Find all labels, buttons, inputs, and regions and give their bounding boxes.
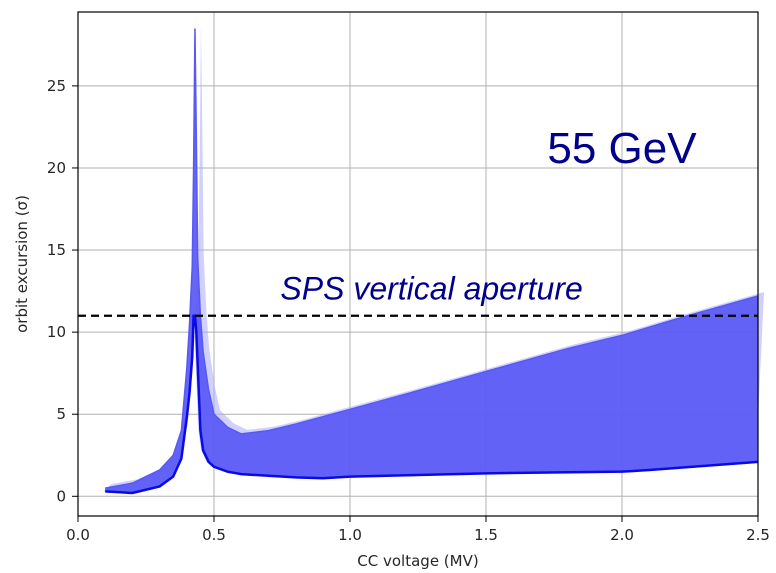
y-tick-label: 15 [47, 241, 66, 259]
upper-envelope-line [105, 28, 759, 489]
y-tick-label: 10 [47, 323, 66, 341]
x-tick-label: 2.5 [746, 526, 770, 544]
energy-annotation: 55 GeV [547, 124, 697, 173]
y-tick-label: 0 [56, 487, 66, 505]
plot-frame [77, 11, 759, 517]
y-tick-label: 5 [56, 405, 66, 423]
series-lines [105, 28, 759, 495]
band-area [105, 28, 758, 494]
excursion-band [103, 24, 764, 494]
x-tick-label: 0.0 [66, 526, 90, 544]
y-tick-label: 25 [47, 77, 66, 95]
x-tick-label: 2.0 [610, 526, 634, 544]
aperture-annotation: SPS vertical aperture [280, 270, 582, 306]
x-tick-label: 0.5 [202, 526, 226, 544]
y-axis-label: orbit excursion (σ) [13, 195, 31, 333]
x-axis-label: CC voltage (MV) [357, 552, 478, 570]
y-tick-label: 20 [47, 159, 66, 177]
x-tick-label: 1.0 [338, 526, 362, 544]
lower-envelope-line [105, 314, 759, 495]
x-tick-label: 1.5 [474, 526, 498, 544]
axis-ticks: 0.0 0.5 1.0 1.5 2.0 2.5 0 5 10 15 20 25 [47, 77, 770, 544]
